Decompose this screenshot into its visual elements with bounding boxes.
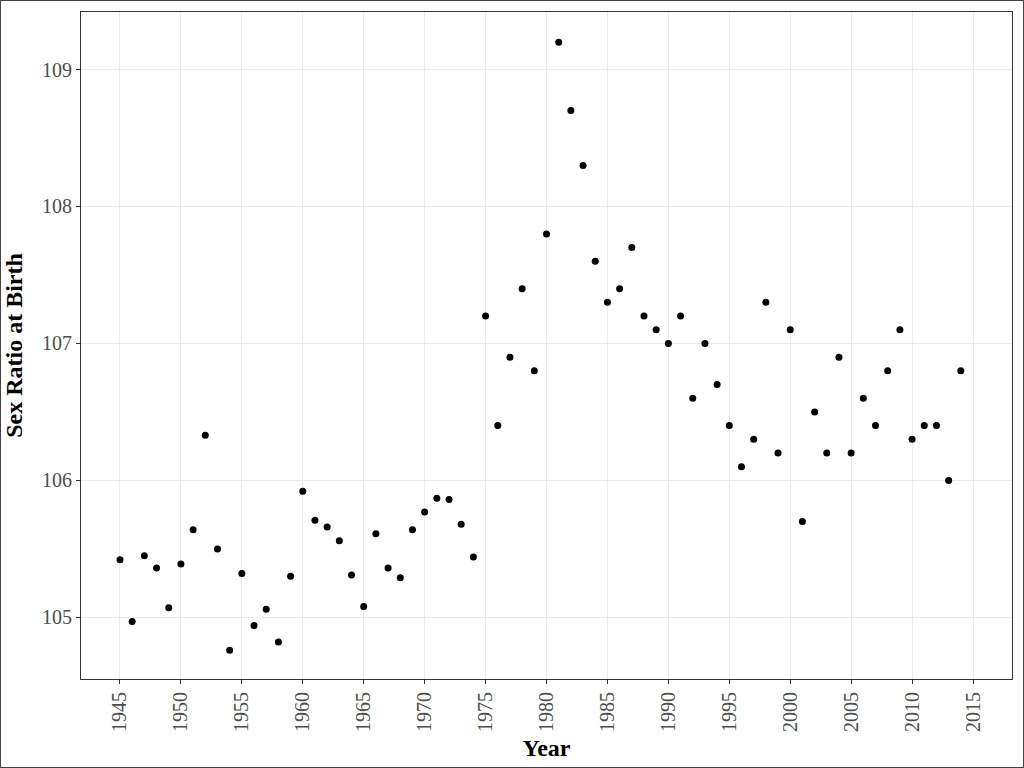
svg-text:Year: Year [523,735,571,761]
svg-text:1960: 1960 [291,692,313,732]
svg-text:105: 105 [42,606,72,628]
svg-text:2005: 2005 [840,692,862,732]
svg-text:1965: 1965 [352,692,374,732]
svg-text:1970: 1970 [413,692,435,732]
svg-text:2010: 2010 [901,692,923,732]
svg-text:1950: 1950 [169,692,191,732]
svg-text:106: 106 [42,469,72,491]
svg-text:109: 109 [42,59,72,81]
svg-text:1995: 1995 [718,692,740,732]
svg-text:1945: 1945 [108,692,130,732]
svg-text:1955: 1955 [230,692,252,732]
svg-text:1975: 1975 [474,692,496,732]
svg-text:107: 107 [42,332,72,354]
svg-text:1985: 1985 [596,692,618,732]
svg-text:2015: 2015 [962,692,984,732]
svg-text:1980: 1980 [535,692,557,732]
svg-text:108: 108 [42,195,72,217]
svg-text:Sex Ratio at Birth: Sex Ratio at Birth [1,253,27,438]
svg-text:1990: 1990 [657,692,679,732]
svg-text:2000: 2000 [779,692,801,732]
